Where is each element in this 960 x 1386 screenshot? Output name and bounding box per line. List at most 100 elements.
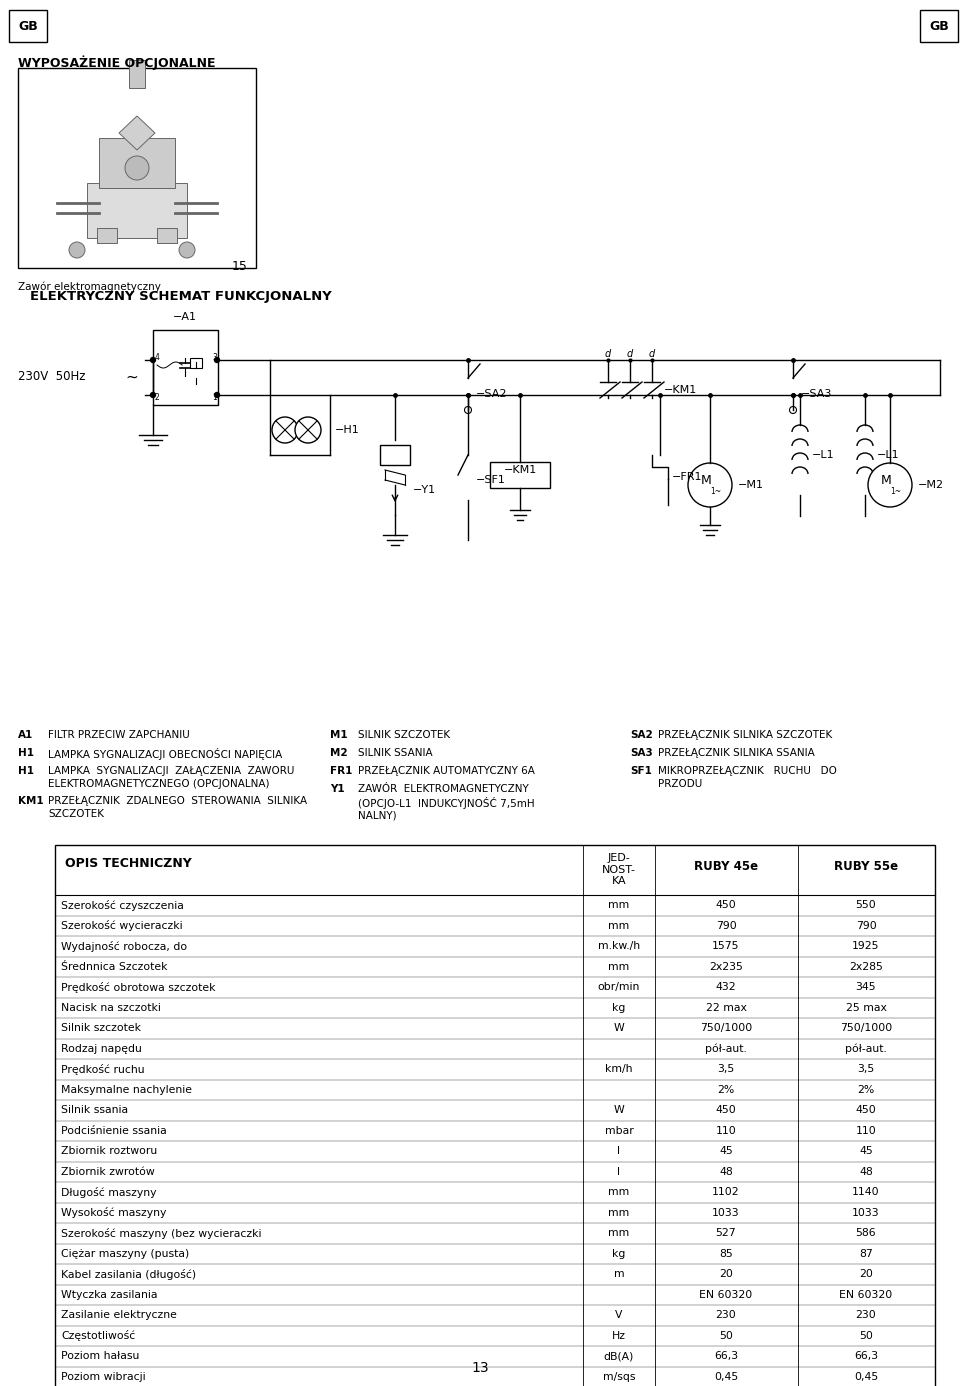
Text: Poziom wibracji: Poziom wibracji [61, 1372, 146, 1382]
Text: WYPOSAŻENIE OPCJONALNE: WYPOSAŻENIE OPCJONALNE [18, 55, 215, 69]
Text: −L1: −L1 [877, 450, 900, 460]
Text: −KM1: −KM1 [664, 385, 697, 395]
Text: PRZEŁĄCZNIK SILNIKA SZCZOTEK: PRZEŁĄCZNIK SILNIKA SZCZOTEK [658, 730, 832, 740]
Text: 550: 550 [855, 901, 876, 911]
Text: GB: GB [929, 19, 948, 32]
Text: Poziom hałasu: Poziom hałasu [61, 1351, 139, 1361]
Text: l: l [617, 1167, 620, 1177]
Text: −FR1: −FR1 [672, 473, 703, 482]
Text: 750/1000: 750/1000 [700, 1023, 752, 1033]
Text: 22 max: 22 max [706, 1002, 747, 1013]
Text: Ciężar maszyny (pusta): Ciężar maszyny (pusta) [61, 1249, 189, 1258]
Text: kg: kg [612, 1249, 626, 1258]
Text: Prędkość ruchu: Prędkość ruchu [61, 1063, 145, 1074]
Circle shape [868, 463, 912, 507]
Text: −Y1: −Y1 [413, 485, 436, 495]
Bar [920, 10, 958, 42]
Text: 450: 450 [855, 1105, 876, 1116]
Text: −KM1: −KM1 [503, 464, 537, 475]
Text: LAMPKA  SYGNALIZACJI  ZAŁĄCZENIA  ZAWORU: LAMPKA SYGNALIZACJI ZAŁĄCZENIA ZAWORU [48, 766, 295, 776]
Text: mm: mm [609, 1207, 630, 1218]
Text: 45: 45 [859, 1146, 873, 1156]
Text: m/sqs: m/sqs [603, 1372, 636, 1382]
Text: Zbiornik zwrotów: Zbiornik zwrotów [61, 1167, 155, 1177]
Text: 1140: 1140 [852, 1188, 879, 1198]
Text: Szerokość wycieraczki: Szerokość wycieraczki [61, 920, 182, 931]
Bar [190, 358, 202, 369]
Text: 586: 586 [855, 1228, 876, 1238]
Text: PRZEŁĄCZNIK  ZDALNEGO  STEROWANIA  SILNIKA: PRZEŁĄCZNIK ZDALNEGO STEROWANIA SILNIKA [48, 796, 307, 807]
Text: Podciśnienie ssania: Podciśnienie ssania [61, 1125, 167, 1135]
Text: −A1: −A1 [173, 312, 197, 322]
Text: l: l [617, 1146, 620, 1156]
Text: 0,45: 0,45 [853, 1372, 878, 1382]
Text: Zasilanie elektryczne: Zasilanie elektryczne [61, 1310, 177, 1321]
Circle shape [151, 358, 156, 363]
Text: Częstotliwość: Częstotliwość [61, 1331, 135, 1342]
Bar [55, 845, 935, 1386]
Text: 1~: 1~ [710, 488, 722, 496]
Text: mm: mm [609, 901, 630, 911]
Text: 85: 85 [719, 1249, 732, 1258]
Text: SA3: SA3 [630, 748, 653, 758]
Text: EN 60320: EN 60320 [839, 1290, 893, 1300]
Text: Długość maszyny: Długość maszyny [61, 1186, 156, 1198]
Text: 230V  50Hz: 230V 50Hz [18, 370, 85, 384]
Text: SF1: SF1 [630, 766, 652, 776]
Text: 3: 3 [212, 353, 217, 363]
Text: Kabel zasilania (długość): Kabel zasilania (długość) [61, 1268, 196, 1279]
Text: M1: M1 [330, 730, 348, 740]
Text: GB: GB [18, 19, 37, 32]
Text: 48: 48 [719, 1167, 732, 1177]
Text: LAMPKA SYGNALIZACJI OBECNOŚCI NAPIĘCIA: LAMPKA SYGNALIZACJI OBECNOŚCI NAPIĘCIA [48, 748, 282, 760]
Circle shape [688, 463, 732, 507]
Text: PRZEŁĄCZNIK AUTOMATYCZNY 6A: PRZEŁĄCZNIK AUTOMATYCZNY 6A [358, 766, 535, 776]
Text: −M2: −M2 [918, 480, 944, 491]
Text: SA2: SA2 [630, 730, 653, 740]
Text: 230: 230 [855, 1310, 876, 1321]
Text: W: W [613, 1105, 624, 1116]
Text: 50: 50 [719, 1331, 732, 1340]
Text: 2%: 2% [717, 1085, 734, 1095]
Text: Silnik ssania: Silnik ssania [61, 1105, 128, 1116]
Text: 66,3: 66,3 [714, 1351, 738, 1361]
Text: −SA3: −SA3 [801, 389, 832, 399]
Text: −M1: −M1 [738, 480, 764, 491]
Text: 45: 45 [719, 1146, 732, 1156]
Text: km/h: km/h [605, 1064, 633, 1074]
Text: Zawór elektromagnetyczny: Zawór elektromagnetyczny [18, 281, 161, 292]
Text: SZCZOTEK: SZCZOTEK [48, 809, 104, 819]
Text: RUBY 55e: RUBY 55e [834, 859, 898, 873]
Text: 1033: 1033 [712, 1207, 740, 1218]
Text: 1925: 1925 [852, 941, 879, 951]
Text: m.kw./h: m.kw./h [598, 941, 640, 951]
Polygon shape [119, 116, 155, 150]
Text: H1: H1 [18, 748, 34, 758]
Text: M2: M2 [330, 748, 348, 758]
Text: d: d [649, 349, 655, 359]
Text: 3,5: 3,5 [857, 1064, 875, 1074]
Text: m: m [613, 1270, 624, 1279]
Text: ELEKTROMAGNETYCZNEGO (OPCJONALNA): ELEKTROMAGNETYCZNEGO (OPCJONALNA) [48, 779, 270, 789]
Text: PRZODU: PRZODU [658, 779, 703, 789]
Text: FILTR PRZECIW ZAPCHANIU: FILTR PRZECIW ZAPCHANIU [48, 730, 190, 740]
Bar [157, 229, 177, 243]
Text: Szerokość maszyny (bez wycieraczki: Szerokość maszyny (bez wycieraczki [61, 1228, 261, 1239]
Circle shape [465, 406, 471, 413]
Text: PRZEŁĄCZNIK SILNIKA SSANIA: PRZEŁĄCZNIK SILNIKA SSANIA [658, 748, 815, 758]
Bar [380, 445, 410, 464]
Text: 790: 790 [715, 920, 736, 931]
Text: 0,45: 0,45 [714, 1372, 738, 1382]
Text: 345: 345 [855, 983, 876, 992]
Text: Y1: Y1 [330, 784, 345, 794]
Text: H1: H1 [18, 766, 34, 776]
Text: 2x235: 2x235 [709, 962, 743, 972]
Text: KM1: KM1 [18, 796, 43, 807]
Text: Maksymalne nachylenie: Maksymalne nachylenie [61, 1085, 192, 1095]
Text: 230: 230 [715, 1310, 736, 1321]
Text: mm: mm [609, 1188, 630, 1198]
Text: EN 60320: EN 60320 [700, 1290, 753, 1300]
Text: 450: 450 [715, 901, 736, 911]
Text: Wysokość maszyny: Wysokość maszyny [61, 1207, 166, 1218]
Circle shape [69, 243, 85, 258]
